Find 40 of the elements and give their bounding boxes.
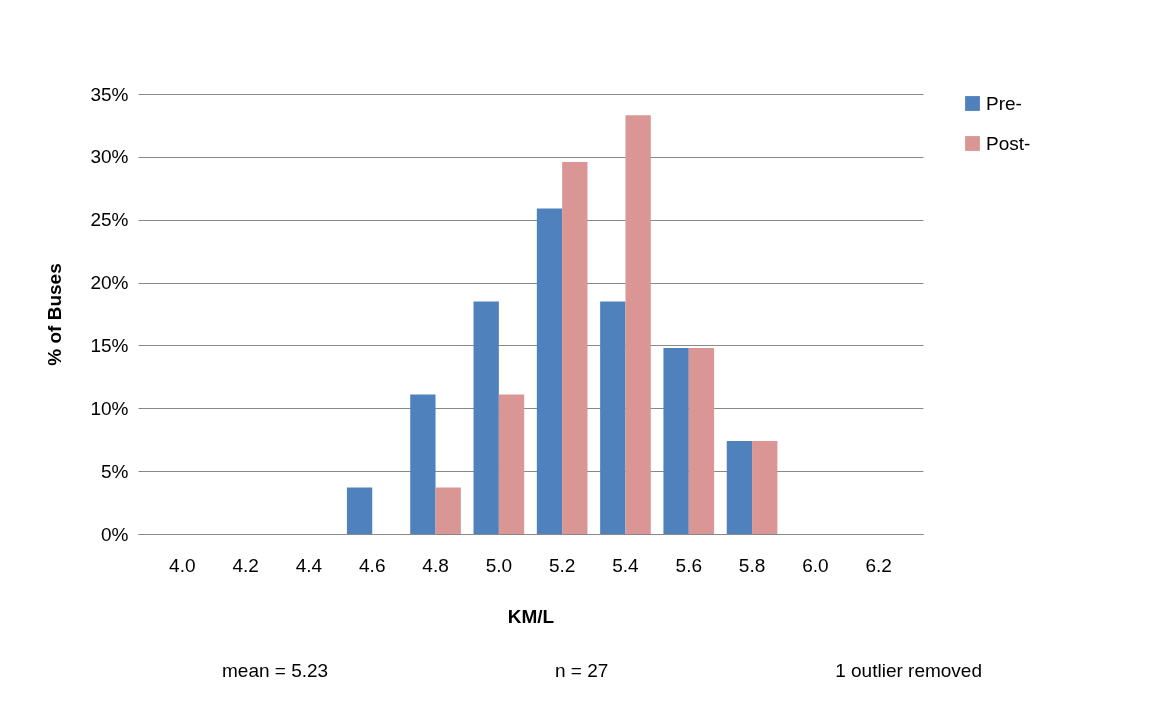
bar <box>688 347 715 534</box>
y-tick-label: 35% <box>90 83 129 105</box>
x-tick-label: 5.6 <box>675 554 702 576</box>
x-tick-label: 4.0 <box>169 554 196 576</box>
bar <box>435 487 461 534</box>
x-tick-label: 4.4 <box>295 554 323 576</box>
bar <box>536 208 563 534</box>
bar <box>726 440 753 534</box>
x-tick-label: 4.8 <box>422 554 449 576</box>
bar <box>625 115 651 534</box>
legend-label: Post- <box>986 132 1031 154</box>
y-tick-label: 0% <box>101 523 129 545</box>
y-tick-label: 5% <box>101 460 129 482</box>
x-tick-label: 4.6 <box>359 554 386 576</box>
bar <box>498 394 525 534</box>
y-tick-label: 15% <box>90 334 129 356</box>
bar <box>562 161 588 534</box>
x-tick-label: 6.0 <box>802 554 829 576</box>
y-tick-label: 20% <box>90 272 129 294</box>
bar <box>346 487 373 534</box>
y-tick-label: 25% <box>90 209 129 231</box>
x-tick-label: 5.0 <box>485 554 513 576</box>
bar <box>600 301 626 534</box>
legend-label: Pre- <box>986 92 1022 114</box>
y-axis-title: % of Buses <box>44 263 66 366</box>
y-tick-label: 30% <box>90 146 129 168</box>
bar <box>473 301 499 534</box>
x-tick-label: 4.2 <box>232 554 259 576</box>
text: mean = 5.23 <box>222 660 329 682</box>
bar <box>752 440 778 534</box>
x-tick-label: 6.2 <box>865 554 892 576</box>
x-axis-title: KM/L <box>507 605 555 627</box>
x-tick-label: 5.2 <box>548 554 576 576</box>
text: 1 outlier removed <box>835 660 982 682</box>
y-tick-label: 10% <box>90 397 129 419</box>
bar <box>663 347 689 534</box>
text: n = 27 <box>555 660 609 682</box>
x-tick-label: 5.4 <box>612 554 640 576</box>
bar <box>410 394 436 534</box>
x-tick-label: 5.8 <box>738 554 766 576</box>
